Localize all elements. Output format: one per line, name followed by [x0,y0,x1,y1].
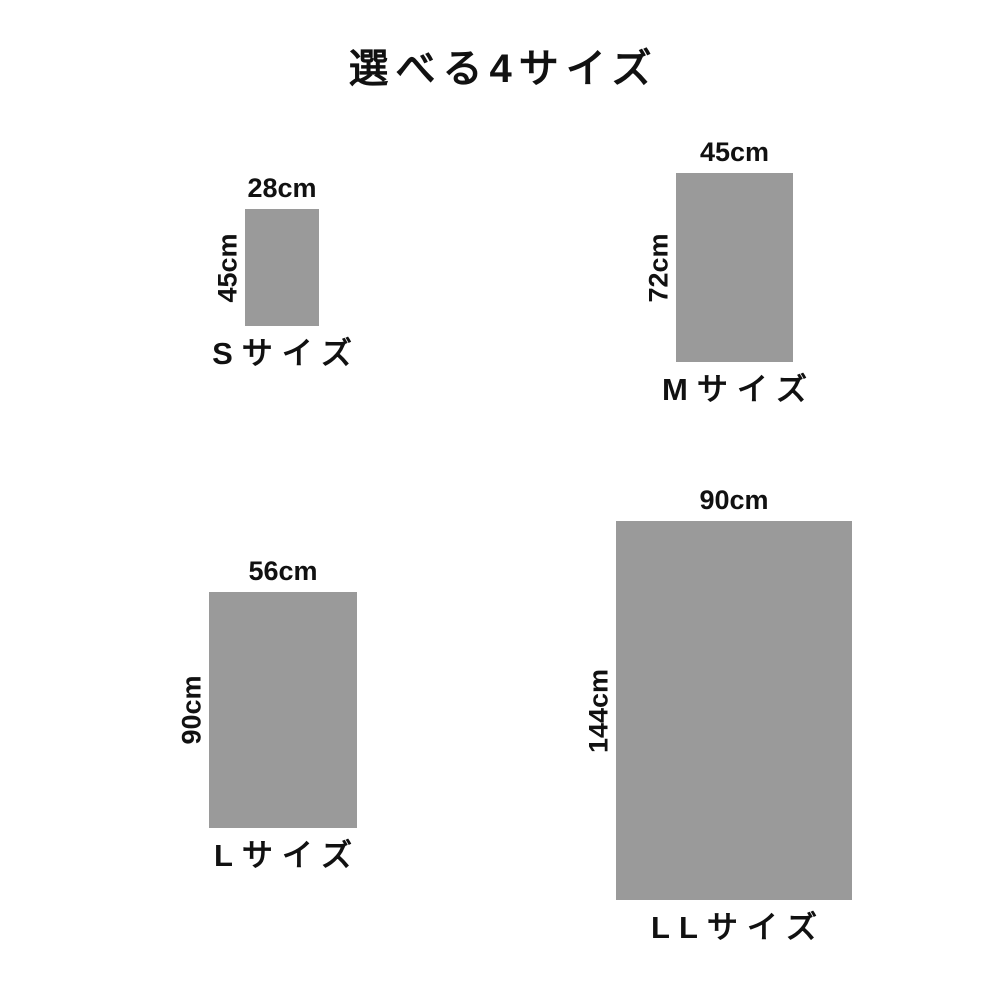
height-label-m: 72cm [643,232,674,303]
size-name-ll: LLサイズ [651,910,826,945]
height-label-l: 90cm [176,675,207,745]
width-label-ll: 90cm [699,485,769,515]
width-label-s: 28cm [247,173,317,203]
size-block-l: 56cm 90cm Lサイズ [177,558,357,871]
width-label-m: 45cm [699,137,770,167]
size-rect-s [245,209,319,326]
size-rect-ll [616,521,852,900]
size-rect-l [209,592,357,828]
height-label-ll: 144cm [583,668,614,753]
size-block-s: 28cm 45cm Sサイズ [212,175,352,370]
size-name-m: Mサイズ [662,372,816,407]
height-label-s: 45cm [212,232,243,303]
size-name-s: Sサイズ [212,336,361,371]
size-block-ll: 90cm 144cm LLサイズ [584,487,852,943]
width-label-l: 56cm [248,556,318,586]
page-title: 選べる4サイズ [348,47,659,91]
size-name-l: Lサイズ [213,838,362,873]
size-rect-m [676,173,793,362]
size-block-m: 45cm 72cm Mサイズ [644,139,807,406]
